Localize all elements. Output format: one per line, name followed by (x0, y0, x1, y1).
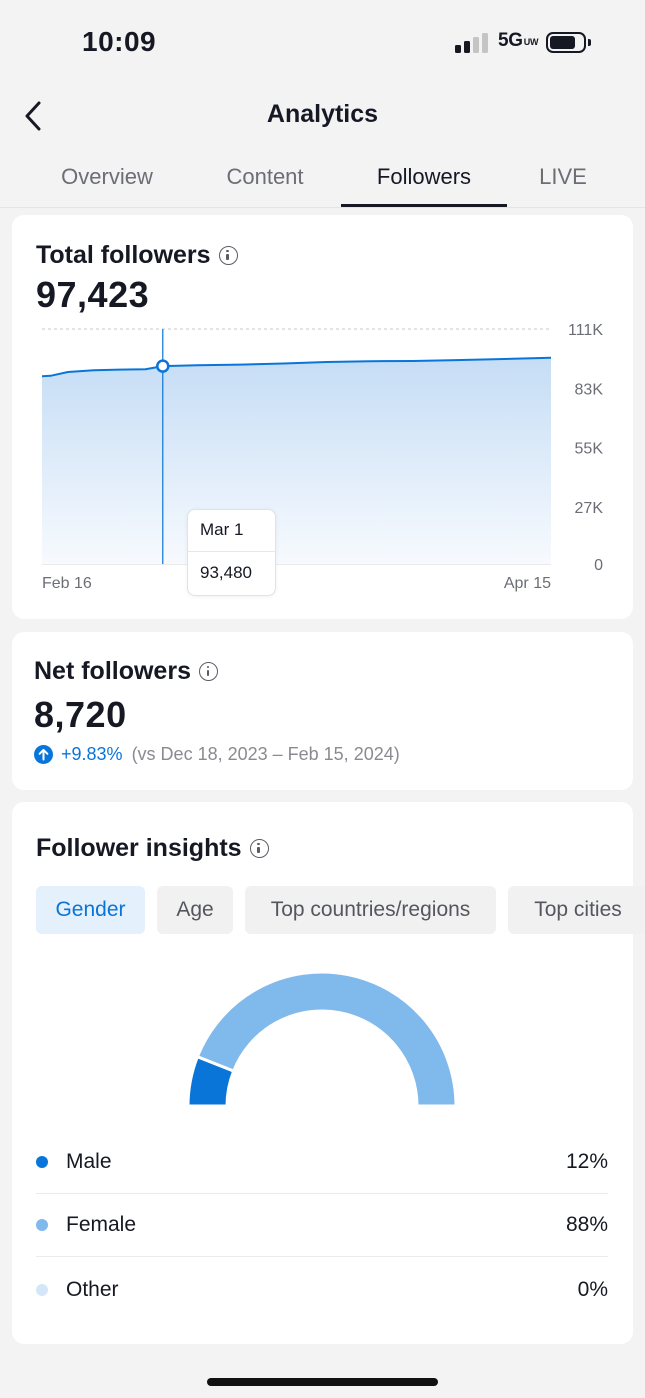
page-title: Analytics (266, 100, 379, 128)
x-tick-label: Feb 16 (42, 575, 92, 592)
y-tick-label: 111K (568, 322, 603, 339)
legend-dot (36, 1283, 48, 1296)
signal-strength-icon (455, 33, 489, 53)
legend-row-other: Other 0% (36, 1258, 608, 1321)
status-time: 10:09 (82, 26, 157, 57)
insight-filter-bar: Gender Age Top countries/regions Top cit… (0, 886, 645, 934)
legend-label: Male (66, 1150, 112, 1173)
y-tick-label: 83K (575, 381, 604, 398)
legend-value: 12% (565, 1150, 608, 1173)
back-button[interactable] (18, 96, 54, 136)
info-icon[interactable] (198, 662, 218, 681)
nav-bar: Analytics (0, 88, 645, 144)
tab-overview[interactable]: Overview (61, 164, 153, 189)
y-tick-label: 55K (575, 441, 604, 458)
x-tick-label: Apr 15 (504, 575, 551, 592)
filter-top-cities[interactable]: Top cities (508, 886, 645, 934)
chart-area (42, 357, 551, 564)
legend-row-female: Female 88% (36, 1194, 608, 1257)
tooltip-divider (188, 551, 275, 552)
tooltip-date: Mar 1 (200, 520, 244, 539)
legend-label: Other (66, 1277, 119, 1301)
tab-followers[interactable]: Followers (376, 164, 472, 189)
info-icon[interactable] (249, 839, 269, 858)
arrow-up-icon (34, 744, 53, 764)
active-tab-indicator (341, 204, 507, 207)
legend-value: 88% (565, 1213, 608, 1236)
chart-tooltip: Mar 1 93,480 (187, 509, 276, 596)
tab-bar: Overview Content Followers LIVE (0, 150, 645, 208)
chart-line (41, 356, 552, 378)
comparison-range: (vs Dec 18, 2023 – Feb 15, 2024) (131, 743, 400, 764)
net-followers-value: 8,720 (34, 694, 127, 735)
chevron-left-icon (25, 101, 41, 131)
legend-dot (36, 1156, 48, 1168)
total-followers-value: 97,423 (36, 274, 150, 315)
y-tick-label: 27K (575, 500, 604, 517)
battery-icon (546, 32, 591, 53)
legend-label: Female (66, 1213, 137, 1236)
change-percent: +9.83% (61, 743, 123, 764)
info-icon[interactable] (218, 246, 238, 265)
total-followers-title: Total followers (36, 241, 238, 270)
filter-gender[interactable]: Gender (36, 886, 145, 934)
tab-content[interactable]: Content (226, 164, 304, 189)
filter-top-countries[interactable]: Top countries/regions (245, 886, 496, 934)
legend-dot (36, 1219, 48, 1231)
network-type: 5GUW (498, 30, 539, 51)
net-followers-card (12, 632, 633, 790)
tab-live[interactable]: LIVE (539, 164, 587, 189)
chart-highlight-point[interactable] (156, 359, 170, 373)
legend-row-male: Male 12% (36, 1131, 608, 1194)
home-indicator[interactable] (207, 1378, 438, 1386)
legend-value: 0% (577, 1277, 608, 1301)
net-followers-title: Net followers (34, 657, 218, 686)
follower-insights-title: Follower insights (36, 834, 269, 863)
status-bar: 10:09 5GUW (0, 0, 645, 88)
y-tick-label: 0 (594, 557, 603, 574)
net-followers-change: +9.83% (vs Dec 18, 2023 – Feb 15, 2024) (34, 742, 400, 766)
tooltip-value: 93,480 (200, 563, 252, 582)
filter-age[interactable]: Age (157, 886, 233, 934)
total-followers-chart[interactable]: 111K 83K 55K 27K 0 Feb 16 Apr 15 (0, 0, 645, 620)
